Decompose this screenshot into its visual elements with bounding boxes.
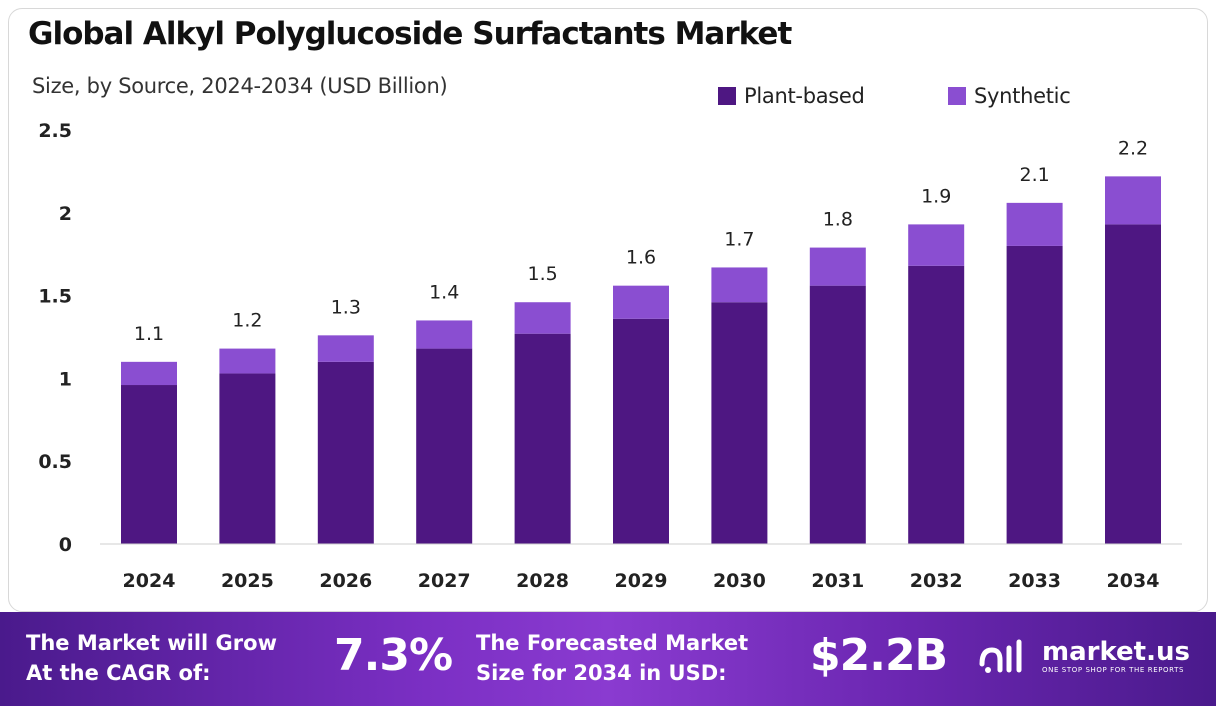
bar-synthetic-2033 (1006, 202, 1063, 246)
forecast-value: $2.2B (810, 630, 948, 681)
bar-total-label: 1.6 (626, 247, 656, 269)
x-tick-label: 2032 (910, 570, 963, 592)
cagr-label-line1: The Market will Grow (26, 631, 277, 655)
x-tick-label: 2034 (1107, 570, 1160, 592)
bar-synthetic-2029 (613, 285, 669, 319)
cagr-value: 7.3% (334, 630, 453, 681)
bar-synthetic-2032 (908, 224, 965, 266)
y-tick-label: 2 (59, 203, 72, 225)
x-tick-label: 2025 (221, 570, 274, 592)
bar-plant-based-2028 (514, 333, 571, 544)
bar-total-label: 1.7 (724, 228, 754, 250)
legend-item-synthetic: Synthetic (948, 84, 1071, 108)
bar-synthetic-2027 (416, 320, 473, 349)
bar-total-label: 2.1 (1019, 164, 1049, 186)
forecast-label-line1: The Forecasted Market (476, 631, 749, 655)
x-tick-label: 2024 (123, 570, 176, 592)
logo-text: market.us ONE STOP SHOP FOR THE REPORTS (1042, 638, 1190, 674)
legend-item-plant-based: Plant-based (718, 84, 865, 108)
bar-plant-based-2034 (1105, 224, 1161, 544)
bars: 1.1 1.2 1.3 1.4 1.5 1.6 1.7 1.8 1.9 2.1 2.2 (121, 137, 1161, 545)
bar-plant-based-2029 (613, 318, 669, 544)
market-us-logo: market.us ONE STOP SHOP FOR THE REPORTS (978, 636, 1190, 676)
legend-swatch-plant-based (718, 87, 736, 105)
logo-icon (979, 639, 1022, 673)
chart-title: Global Alkyl Polyglucoside Surfactants M… (28, 16, 792, 52)
x-tick-label: 2028 (516, 570, 569, 592)
logo-name: market.us (1042, 637, 1190, 667)
forecast-label: The Forecasted Market Size for 2034 in U… (476, 628, 748, 688)
y-tick-label: 0.5 (38, 451, 72, 473)
legend-label-plant-based: Plant-based (744, 84, 865, 108)
x-tick-label: 2031 (811, 570, 864, 592)
chart-subtitle: Size, by Source, 2024-2034 (USD Billion) (32, 74, 448, 98)
bar-chart: 0 0.5 1 1.5 2 2.5 1.1 1.2 1.3 1.4 1.5 1.6 1.7 1.8 1.9… (38, 120, 1182, 592)
bar-total-label: 1.8 (823, 209, 853, 231)
bar-synthetic-2028 (514, 302, 571, 334)
bar-plant-based-2025 (219, 373, 276, 544)
bar-total-label: 1.2 (232, 310, 262, 332)
bar-synthetic-2026 (317, 335, 374, 362)
y-tick-label: 2.5 (38, 120, 72, 142)
legend-swatch-synthetic (948, 87, 966, 105)
forecast-label-line2: Size for 2034 in USD: (476, 661, 727, 685)
x-axis: 2024 2025 2026 2027 2028 2029 2030 2031 2032 2033… (100, 543, 1182, 592)
x-tick-label: 2029 (615, 570, 668, 592)
logo-tagline: ONE STOP SHOP FOR THE REPORTS (1042, 666, 1185, 674)
bar-synthetic-2025 (219, 348, 276, 374)
bar-plant-based-2032 (908, 265, 965, 544)
y-tick-label: 0 (59, 534, 72, 556)
bar-plant-based-2026 (317, 361, 374, 544)
bar-total-label: 1.4 (429, 281, 459, 303)
summary-banner: The Market will Grow At the CAGR of: 7.3… (0, 612, 1216, 706)
bar-total-label: 1.9 (921, 185, 951, 207)
bar-total-label: 1.3 (331, 296, 361, 318)
cagr-label: The Market will Grow At the CAGR of: (26, 628, 277, 688)
bar-synthetic-2024 (121, 361, 177, 386)
bar-total-label: 1.5 (527, 263, 557, 285)
bar-plant-based-2033 (1006, 245, 1063, 545)
bar-synthetic-2031 (809, 247, 866, 286)
x-tick-label: 2026 (319, 570, 372, 592)
bar-plant-based-2027 (416, 348, 473, 544)
y-tick-label: 1.5 (38, 286, 72, 308)
cagr-label-line2: At the CAGR of: (26, 661, 211, 685)
bar-total-label: 2.2 (1118, 137, 1148, 159)
x-tick-label: 2033 (1008, 570, 1061, 592)
bar-synthetic-2034 (1105, 176, 1161, 225)
bar-synthetic-2030 (711, 267, 768, 303)
bar-plant-based-2031 (809, 285, 866, 544)
bar-plant-based-2030 (711, 302, 768, 544)
x-tick-label: 2030 (713, 570, 766, 592)
y-axis: 0 0.5 1 1.5 2 2.5 (38, 120, 72, 556)
bar-total-label: 1.1 (134, 323, 164, 345)
x-tick-label: 2027 (418, 570, 471, 592)
y-tick-label: 1 (59, 368, 72, 390)
legend-label-synthetic: Synthetic (974, 84, 1071, 108)
bar-plant-based-2024 (121, 385, 177, 544)
